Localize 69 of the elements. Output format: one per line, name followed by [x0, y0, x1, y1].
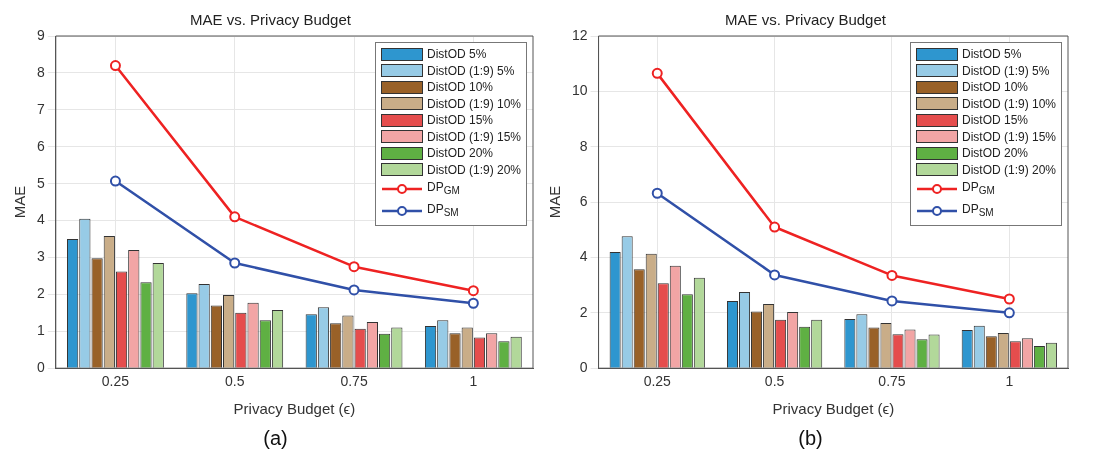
- point: [1003, 293, 1015, 305]
- chart-title: MAE vs. Privacy Budget: [190, 11, 352, 29]
- x-tick-label: 0.75: [340, 373, 368, 390]
- y-axis-title: MAE: [11, 185, 29, 219]
- y-tick-label: 3: [36, 248, 45, 265]
- point: [1003, 307, 1015, 319]
- y-tick-label: 4: [36, 211, 45, 228]
- y-tick-label: 8: [36, 63, 45, 80]
- legend-label: DistOD (1:9) 20%: [426, 161, 521, 178]
- y-axis-title: MAE: [546, 185, 564, 219]
- legend-label: DistOD 15%: [961, 112, 1028, 129]
- point: [109, 175, 121, 187]
- point: [109, 60, 121, 72]
- legend-label: DistOD 5%: [961, 46, 1022, 63]
- legend-label: DP$_{SM}$: [426, 200, 459, 220]
- point: [769, 269, 781, 281]
- point: [348, 284, 360, 296]
- legend-label: DistOD 10%: [961, 79, 1028, 96]
- legend-label: DistOD (1:9) 5%: [426, 62, 515, 79]
- y-tick-label: 0: [579, 359, 588, 376]
- legend-label: DistOD (1:9) 15%: [426, 128, 521, 145]
- x-tick-label: 1: [1005, 373, 1014, 390]
- legend-label: DistOD (1:9) 10%: [426, 95, 521, 112]
- chart-title: MAE vs. Privacy Budget: [725, 11, 887, 29]
- x-tick-label: 1: [469, 373, 478, 390]
- text: (b): [797, 427, 824, 450]
- legend-label: DP$_{GM}$: [961, 178, 995, 198]
- x-axis-title: Privacy Budget (ϵ): [772, 400, 895, 418]
- point: [348, 261, 360, 273]
- legend-label: DistOD 20%: [426, 145, 493, 162]
- y-tick-label: 4: [579, 248, 588, 265]
- legend-label: DistOD 5%: [426, 46, 487, 63]
- text: (a): [262, 427, 289, 450]
- point: [769, 221, 781, 233]
- point: [651, 187, 663, 199]
- point: [651, 67, 663, 79]
- x-tick-label: 0.5: [225, 373, 245, 390]
- legend-label: DistOD (1:9) 15%: [961, 128, 1056, 145]
- x-tick-label: 0.25: [643, 373, 672, 390]
- legend-label: DP$_{GM}$: [426, 178, 460, 198]
- y-tick-label: 12: [571, 26, 588, 43]
- point: [467, 297, 479, 309]
- point: [229, 211, 241, 223]
- y-tick-label: 2: [36, 285, 45, 302]
- y-tick-label: 6: [579, 192, 588, 209]
- legend-label: DistOD (1:9) 10%: [961, 95, 1056, 112]
- y-tick-label: 1: [36, 322, 45, 339]
- legend-label: DistOD (1:9) 20%: [961, 161, 1056, 178]
- x-axis-title: Privacy Budget (ϵ): [233, 400, 356, 418]
- x-tick-label: 0.25: [101, 373, 130, 390]
- y-tick-label: 7: [36, 100, 45, 117]
- y-tick-label: 2: [579, 303, 588, 320]
- x-tick-label: 0.5: [764, 373, 785, 390]
- y-tick-label: 10: [571, 82, 588, 99]
- y-tick-label: 9: [36, 26, 45, 43]
- y-tick-label: 8: [579, 137, 588, 154]
- legend-label: DistOD 15%: [426, 112, 493, 129]
- legend-label: DistOD (1:9) 5%: [961, 62, 1050, 79]
- point: [886, 295, 898, 307]
- x-tick-label: 0.75: [878, 373, 906, 390]
- point: [467, 285, 479, 297]
- legend-label: DP$_{SM}$: [961, 200, 994, 220]
- point: [886, 269, 898, 281]
- legend-label: DistOD 20%: [961, 145, 1028, 162]
- y-tick-label: 0: [36, 359, 45, 376]
- y-tick-label: 5: [36, 174, 45, 191]
- legend-label: DistOD 10%: [426, 79, 493, 96]
- y-tick-label: 6: [36, 137, 45, 154]
- point: [229, 257, 241, 269]
